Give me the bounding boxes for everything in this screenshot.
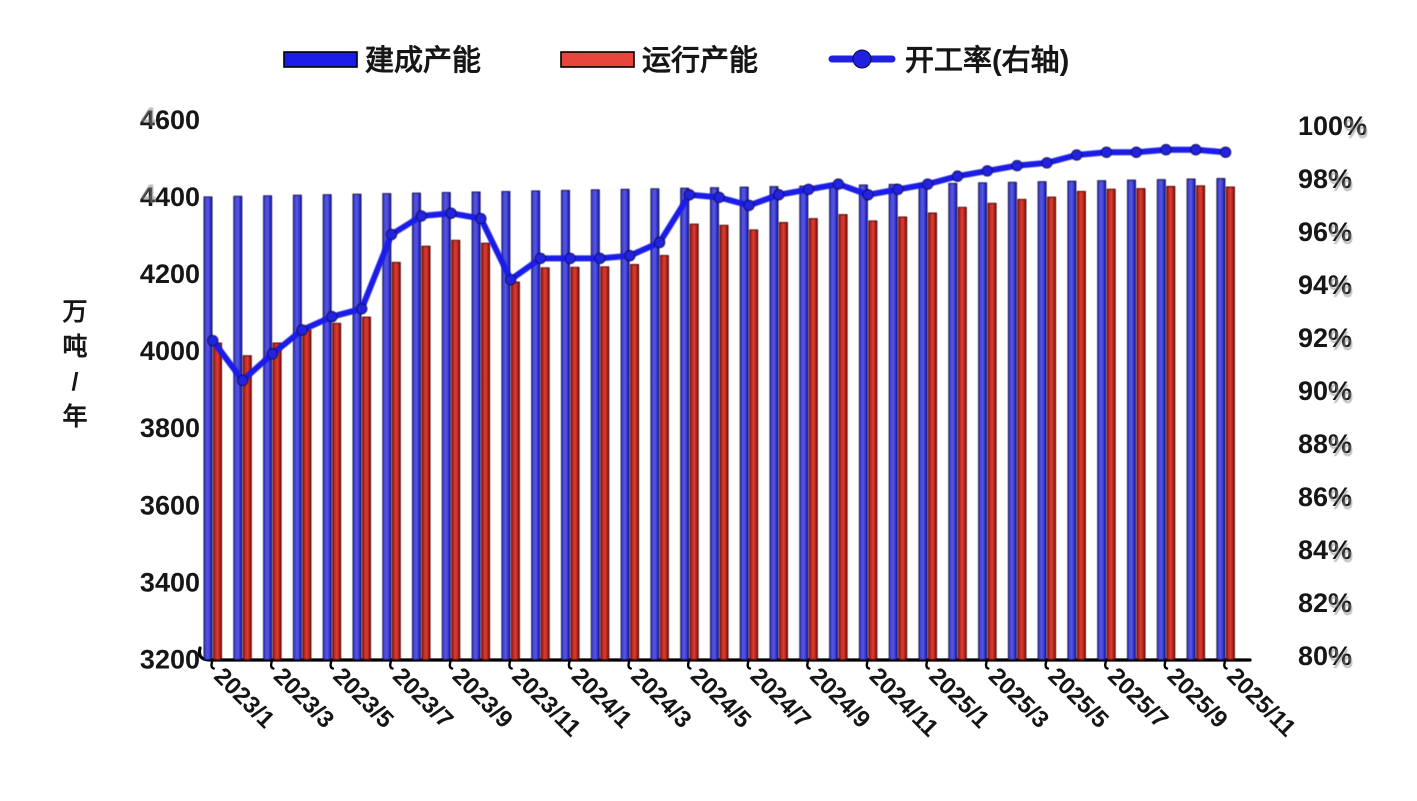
svg-text:2024/5: 2024/5 <box>685 663 756 734</box>
svg-text:2023/3: 2023/3 <box>268 663 339 734</box>
svg-text:2023/9: 2023/9 <box>447 663 518 734</box>
svg-text:运行产能: 运行产能 <box>642 44 758 77</box>
svg-text:4000: 4000 <box>140 336 200 366</box>
svg-text:%: % <box>1329 538 1353 568</box>
svg-text:吨: 吨 <box>62 333 87 361</box>
svg-text:%: % <box>1329 273 1353 303</box>
svg-text:建成产能: 建成产能 <box>365 44 481 77</box>
svg-text:3200: 3200 <box>140 645 200 675</box>
svg-text:4200: 4200 <box>140 259 200 289</box>
svg-text:%: % <box>1329 432 1353 462</box>
svg-text:4: 4 <box>141 179 156 209</box>
svg-text:2025/9: 2025/9 <box>1162 663 1233 734</box>
svg-text:2025/11: 2025/11 <box>1221 663 1301 743</box>
svg-text:开工率(右轴): 开工率(右轴) <box>905 43 1069 77</box>
svg-text:3800: 3800 <box>140 413 200 443</box>
svg-text:2023/5: 2023/5 <box>328 663 399 734</box>
svg-text:%: % <box>1329 379 1353 409</box>
svg-text:2024/7: 2024/7 <box>745 663 816 734</box>
svg-text:2025/5: 2025/5 <box>1043 663 1114 734</box>
svg-text:%: % <box>1344 114 1368 144</box>
svg-text:/: / <box>72 368 79 396</box>
svg-text:3600: 3600 <box>140 490 200 520</box>
svg-text:2024/3: 2024/3 <box>626 663 697 734</box>
svg-text:万: 万 <box>62 298 87 326</box>
svg-text:%: % <box>1329 220 1353 250</box>
svg-text:%: % <box>1329 485 1353 515</box>
svg-text:%: % <box>1329 591 1353 621</box>
svg-text:年: 年 <box>62 402 87 431</box>
svg-text:%: % <box>1329 326 1353 356</box>
svg-text:%: % <box>1329 167 1353 197</box>
svg-text:2025/3: 2025/3 <box>983 663 1054 734</box>
svg-text:2023/1: 2023/1 <box>209 663 280 734</box>
svg-text:2025/7: 2025/7 <box>1102 663 1173 734</box>
svg-text:2024/9: 2024/9 <box>804 663 875 734</box>
svg-text:3400: 3400 <box>140 568 200 598</box>
svg-text:2023/7: 2023/7 <box>387 663 458 734</box>
svg-text:4: 4 <box>141 102 156 132</box>
svg-text:%: % <box>1329 644 1353 674</box>
